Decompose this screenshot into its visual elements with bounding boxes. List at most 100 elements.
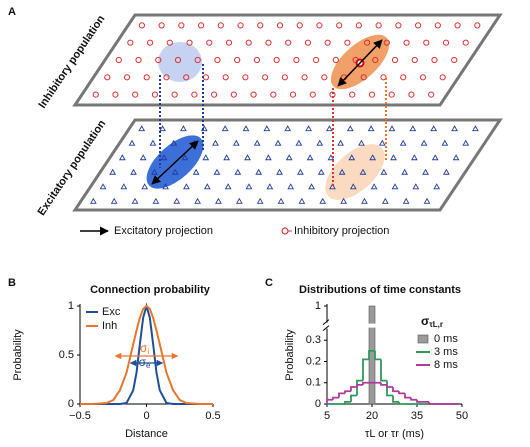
excitatory-neuron [348,154,356,161]
axis-arrow [337,39,383,87]
excitatory-neuron [232,139,240,146]
inhibitory-plane [72,13,503,107]
excitatory-neuron [109,168,117,175]
excitatory-neuron [244,154,251,161]
inhibitory-neuron [281,74,288,81]
inhibitory-neuron [313,56,320,64]
excitatory-neuron [430,125,438,132]
legend-title-subscript: τL,r [429,320,443,329]
inhibitory-neuron [217,22,224,29]
panel-label: C [265,277,273,289]
inhibitory-neuron [454,22,461,29]
inhibitory-neuron [206,39,213,46]
annotation-symbol: σ [140,341,148,355]
excitatory-neuron [287,183,295,190]
hist-step [356,379,363,396]
inhibitory-neuron [388,91,395,98]
excitatory-neuron [256,197,264,204]
y-axis-label: Probability [12,329,24,381]
excitatory-neuron [130,168,137,175]
y-tick-label: 0 [68,398,74,410]
legend-title: στL,r [421,314,443,329]
excitatory-neuron [202,154,210,161]
inhibitory-neuron [474,22,481,29]
excitatory-neuron [242,125,250,132]
excitatory-neuron [221,125,229,132]
excitatory-neuron [152,197,160,204]
inhibitory-neuron [214,56,221,64]
excitatory-neuron [422,168,429,175]
inhibitory-neuron [171,91,178,98]
excitatory-neuron [235,197,243,204]
inhibitory-neuron [316,22,323,29]
excitatory-plane [72,118,503,212]
inhibitory-neuron [115,56,122,64]
hist-step [380,359,387,382]
x-tick-label: 50 [456,410,468,422]
excitatory-neuron [337,139,344,146]
excitatory-neuron [128,139,136,146]
inhibitory-neuron [146,39,154,46]
hist-step [368,349,375,360]
excitatory-neuron [441,139,449,146]
inhibitory-neuron [191,91,198,98]
inhibitory-neuron [123,74,131,81]
inhibitory-neuron [423,39,430,46]
hist-step [338,392,345,398]
excitatory-neuron [410,154,418,161]
legend-label: Inhibitory projection [294,225,389,237]
inhibitory-neuron [183,74,190,81]
excitatory-neuron [245,183,253,190]
inhibitory-neuron [194,56,201,64]
inhibitory-neuron [230,91,237,98]
excitatory-neuron [295,139,303,146]
y-tick-label: 0.1 [306,377,321,389]
excitatory-neuron [162,183,169,190]
inhibitory-neuron [415,22,422,29]
inhibitory-neuron [368,91,376,98]
inhibitory-neuron [395,22,402,29]
excitatory-neuron [159,125,166,132]
excitatory-neuron [285,154,293,161]
excitatory-neuron [381,197,389,204]
hist-step [344,400,351,404]
inhibitory-neuron [262,74,269,81]
excitatory-neuron [349,183,357,190]
inhibitory-neuron [186,39,193,46]
y-tick-label: 0.3 [306,334,321,346]
excitatory-neuron [213,168,221,175]
blob [325,144,385,200]
inhibitory-neuron [451,56,458,64]
hist-step [332,396,339,400]
inhibitory-neuron [419,74,427,81]
x-axis-label: Distance [125,428,168,440]
inhibitory-neuron [143,74,150,81]
inhibitory-neuron [403,39,410,46]
excitatory-neuron [173,197,181,204]
inhibitory-neuron [400,74,407,81]
legend-label: Inh [102,320,117,332]
excitatory-neuron [326,125,333,132]
inhibitory-neuron [285,39,292,46]
inhibitory-neuron [174,56,182,64]
inhibitory-neuron [245,39,252,46]
excitatory-neuron [234,168,242,175]
hist-step [410,397,417,401]
inhibitory-neuron [391,56,399,64]
inhibitory-neuron [225,39,233,46]
hist-step [374,350,381,361]
panel-label: A [8,6,16,18]
inhibitory-neuron [178,22,185,29]
hist-step [398,401,405,405]
excitatory-neuron [443,168,450,175]
excitatory-neuron [329,183,336,190]
excitatory-neuron [223,154,231,161]
hist-step [356,383,363,387]
y-axis-label: Probability [284,329,296,381]
curve [80,304,213,405]
hist-step [392,395,399,403]
inhibitory-neuron [293,56,300,64]
legend-label: Exc [102,306,121,318]
excitatory-neuron [120,183,128,190]
axis-break-gap [323,322,331,329]
